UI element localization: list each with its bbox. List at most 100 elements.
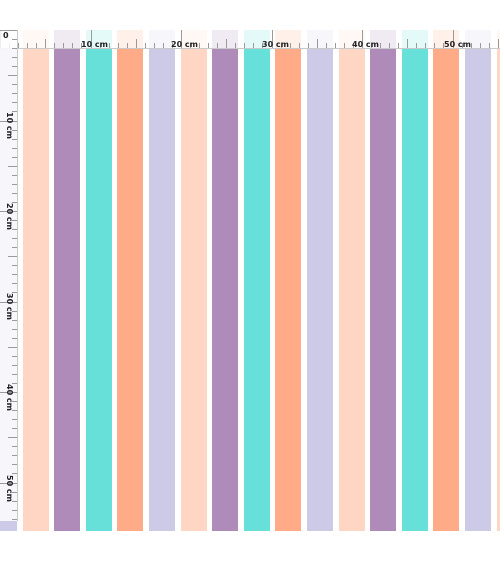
stripe-band bbox=[275, 30, 302, 531]
left-ruler-tick bbox=[0, 301, 17, 303]
top-ruler-tick bbox=[190, 43, 192, 48]
top-ruler-tick bbox=[81, 43, 83, 48]
top-ruler-tick bbox=[18, 43, 20, 48]
top-ruler-tick bbox=[226, 39, 228, 48]
top-ruler-tick bbox=[434, 43, 436, 48]
top-ruler-tick bbox=[479, 43, 481, 48]
top-ruler-tick bbox=[63, 43, 65, 48]
top-ruler-tick bbox=[171, 43, 173, 48]
left-ruler-tick bbox=[12, 419, 17, 421]
stripe-gap bbox=[206, 30, 213, 531]
stripe-gap bbox=[175, 30, 182, 531]
left-ruler-tick bbox=[12, 39, 17, 41]
top-ruler-tick bbox=[36, 43, 38, 48]
top-ruler-tick bbox=[117, 43, 119, 48]
left-ruler-tick bbox=[12, 129, 17, 131]
left-ruler-tick bbox=[12, 138, 17, 140]
stripe-gap bbox=[269, 30, 276, 531]
top-ruler-tick bbox=[54, 43, 56, 48]
stripe-gap bbox=[143, 30, 150, 531]
left-ruler-tick bbox=[12, 373, 17, 375]
left-ruler-tick bbox=[12, 229, 17, 231]
left-ruler-tick bbox=[12, 500, 17, 502]
stripe-gap bbox=[80, 30, 87, 531]
top-ruler-tick bbox=[470, 43, 472, 48]
stripe-gap bbox=[333, 30, 340, 531]
left-ruler bbox=[0, 30, 18, 521]
left-ruler-tick bbox=[12, 192, 17, 194]
top-ruler-tick bbox=[126, 43, 128, 48]
top-ruler-tick bbox=[72, 43, 74, 48]
top-ruler-tick bbox=[316, 39, 318, 48]
stripe-band bbox=[243, 30, 271, 531]
stripe-band bbox=[180, 30, 208, 531]
left-ruler-label-20: 20 cm bbox=[5, 203, 14, 230]
left-ruler-tick bbox=[12, 201, 17, 203]
top-ruler-tick bbox=[334, 43, 336, 48]
stripe-band bbox=[496, 30, 500, 531]
left-ruler-tick bbox=[12, 382, 17, 384]
top-ruler-tick bbox=[262, 43, 264, 48]
left-ruler-tick bbox=[0, 30, 17, 31]
stripe-band bbox=[85, 30, 113, 531]
top-ruler-tick bbox=[181, 30, 182, 48]
stripe-band bbox=[370, 30, 397, 531]
top-ruler-tick bbox=[27, 43, 29, 48]
top-ruler-tick bbox=[352, 43, 354, 48]
left-ruler-tick bbox=[12, 328, 17, 330]
left-ruler-tick bbox=[12, 310, 17, 312]
left-ruler-tick bbox=[8, 256, 17, 258]
left-ruler-tick bbox=[12, 410, 17, 412]
top-ruler-tick bbox=[488, 43, 490, 48]
stripe-band bbox=[433, 30, 460, 531]
stripe-gap bbox=[364, 30, 371, 531]
top-ruler-tick bbox=[443, 43, 445, 48]
left-ruler-tick bbox=[12, 319, 17, 321]
stripe-gap bbox=[48, 30, 55, 531]
left-ruler-tick bbox=[12, 247, 17, 249]
left-ruler-tick bbox=[12, 265, 17, 267]
left-ruler-tick bbox=[12, 464, 17, 466]
stripe-band bbox=[401, 30, 429, 531]
left-ruler-tick bbox=[8, 75, 17, 77]
top-ruler-tick bbox=[162, 43, 164, 48]
left-ruler-tick bbox=[12, 337, 17, 339]
top-ruler-tick bbox=[416, 43, 418, 48]
top-ruler-tick bbox=[389, 43, 391, 48]
top-ruler-tick bbox=[135, 39, 137, 48]
left-ruler-tick bbox=[12, 401, 17, 403]
left-ruler-tick bbox=[12, 66, 17, 68]
left-ruler-tick bbox=[12, 283, 17, 285]
top-ruler-tick bbox=[217, 43, 219, 48]
top-ruler-tick bbox=[253, 43, 255, 48]
left-ruler-tick bbox=[8, 437, 17, 439]
top-ruler bbox=[0, 30, 500, 49]
top-ruler-tick bbox=[298, 43, 300, 48]
left-ruler-tick bbox=[12, 102, 17, 104]
top-ruler-tick bbox=[461, 43, 463, 48]
top-ruler-tick bbox=[362, 30, 363, 48]
left-ruler-label-50: 50 cm bbox=[5, 475, 14, 502]
left-ruler-label-30: 30 cm bbox=[5, 293, 14, 320]
left-ruler-tick bbox=[12, 156, 17, 158]
stripe-gap bbox=[301, 30, 308, 531]
top-ruler-tick bbox=[307, 43, 309, 48]
left-ruler-tick bbox=[8, 165, 17, 167]
top-ruler-tick bbox=[280, 43, 282, 48]
top-ruler-tick bbox=[325, 43, 327, 48]
top-ruler-tick bbox=[407, 39, 409, 48]
left-ruler-tick bbox=[12, 84, 17, 86]
left-ruler-tick bbox=[12, 446, 17, 448]
left-ruler-tick bbox=[12, 355, 17, 357]
left-ruler-tick bbox=[12, 220, 17, 222]
stripe-gap bbox=[396, 30, 403, 531]
stripe-gap bbox=[111, 30, 118, 531]
left-ruler-tick bbox=[0, 211, 17, 212]
left-ruler-tick bbox=[12, 509, 17, 511]
top-ruler-tick bbox=[153, 43, 155, 48]
left-ruler-label-40: 40 cm bbox=[5, 384, 14, 411]
top-ruler-tick bbox=[144, 43, 146, 48]
stripe-band bbox=[54, 30, 81, 531]
stripe-band bbox=[465, 30, 492, 531]
top-ruler-tick bbox=[108, 43, 110, 48]
